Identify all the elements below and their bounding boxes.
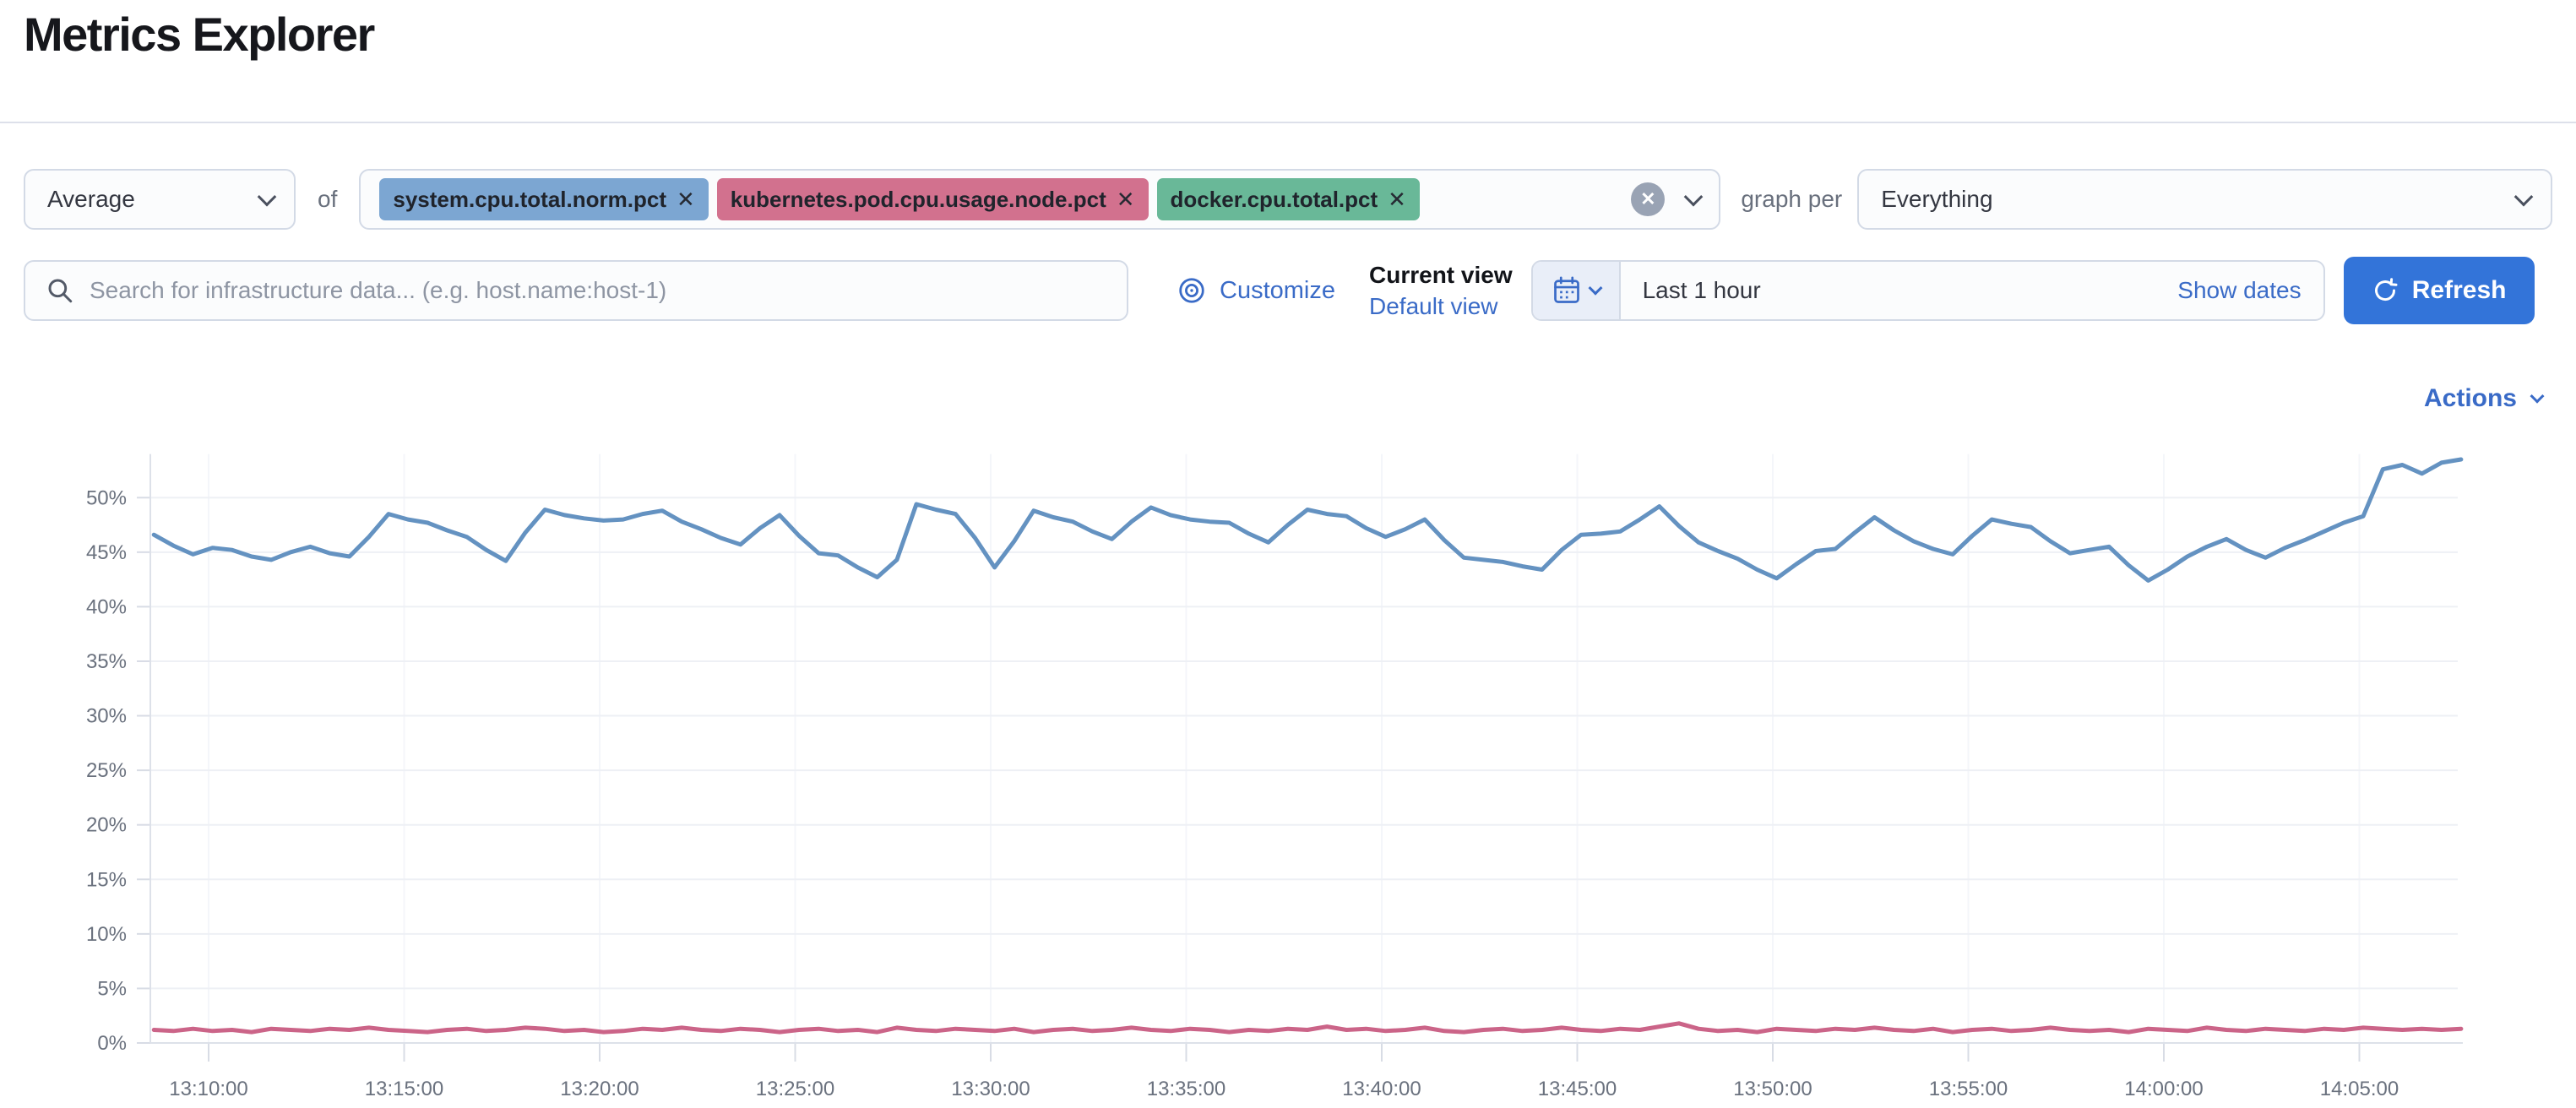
metric-tag-label: system.cpu.total.norm.pct	[393, 186, 666, 212]
view-name-link[interactable]: Default view	[1369, 293, 1498, 319]
metric-tag-label: kubernetes.pod.cpu.usage.node.pct	[730, 186, 1106, 212]
refresh-label: Refresh	[2411, 276, 2507, 304]
svg-text:10%: 10%	[86, 923, 127, 946]
of-label: of	[318, 186, 338, 212]
date-picker: Last 1 hour Show dates	[1530, 260, 2325, 321]
svg-text:13:10:00: 13:10:00	[169, 1078, 247, 1100]
svg-text:13:20:00: 13:20:00	[560, 1078, 639, 1100]
chevron-down-icon	[2530, 388, 2545, 404]
svg-text:25%: 25%	[86, 759, 127, 782]
refresh-button[interactable]: Refresh	[2343, 257, 2535, 324]
metric-tag-docker-cpu[interactable]: docker.cpu.total.pct ✕	[1156, 178, 1420, 220]
remove-metric-icon[interactable]: ✕	[676, 186, 695, 212]
svg-text:14:00:00: 14:00:00	[2124, 1078, 2203, 1100]
svg-text:30%: 30%	[86, 705, 127, 728]
query-controls-row: Customize Current view Default view	[24, 257, 2552, 324]
remove-metric-icon[interactable]: ✕	[1388, 186, 1406, 212]
actions-label: Actions	[2423, 384, 2517, 412]
customize-button[interactable]: Customize	[1177, 276, 1335, 305]
svg-text:15%: 15%	[86, 868, 127, 891]
chevron-down-icon	[1588, 280, 1603, 296]
clear-metrics-icon[interactable]: ✕	[1631, 182, 1666, 216]
metric-tag-system-cpu[interactable]: system.cpu.total.norm.pct ✕	[379, 178, 709, 220]
svg-text:13:30:00: 13:30:00	[951, 1078, 1030, 1100]
svg-text:13:15:00: 13:15:00	[365, 1078, 443, 1100]
metrics-combobox[interactable]: system.cpu.total.norm.pct ✕ kubernetes.p…	[359, 169, 1721, 230]
calendar-icon	[1552, 275, 1582, 306]
svg-text:14:05:00: 14:05:00	[2320, 1078, 2399, 1100]
svg-text:45%: 45%	[86, 541, 127, 564]
date-range-value: Last 1 hour	[1642, 277, 1761, 303]
current-view-block: Current view Default view	[1369, 259, 1513, 322]
current-view-label: Current view	[1369, 262, 1513, 288]
refresh-icon	[2372, 277, 2399, 304]
aggregation-value: Average	[47, 186, 135, 212]
customize-label: Customize	[1220, 276, 1335, 304]
svg-text:13:25:00: 13:25:00	[756, 1078, 834, 1100]
actions-menu-button[interactable]: Actions	[2423, 384, 2545, 413]
svg-text:40%: 40%	[86, 595, 127, 618]
header-divider	[0, 122, 2576, 123]
search-field[interactable]	[24, 260, 1128, 321]
search-input[interactable]	[90, 277, 1106, 304]
search-icon	[46, 276, 74, 305]
svg-text:13:40:00: 13:40:00	[1342, 1078, 1421, 1100]
metric-tag-kubernetes-pod-cpu[interactable]: kubernetes.pod.cpu.usage.node.pct ✕	[716, 178, 1149, 220]
svg-text:13:35:00: 13:35:00	[1147, 1078, 1226, 1100]
svg-text:13:45:00: 13:45:00	[1538, 1078, 1617, 1100]
show-dates-link[interactable]: Show dates	[2177, 277, 2302, 303]
svg-text:50%: 50%	[86, 486, 127, 509]
metric-tag-label: docker.cpu.total.pct	[1170, 186, 1378, 212]
metric-controls-row: Average of system.cpu.total.norm.pct ✕ k…	[24, 169, 2552, 230]
chevron-down-icon	[257, 187, 277, 207]
svg-text:0%: 0%	[97, 1032, 127, 1055]
customize-icon	[1177, 276, 1206, 305]
date-picker-quick-menu[interactable]	[1532, 262, 1621, 319]
svg-text:20%: 20%	[86, 814, 127, 837]
svg-text:5%: 5%	[97, 977, 127, 1000]
svg-text:35%: 35%	[86, 650, 127, 673]
page-title: Metrics Explorer	[24, 8, 375, 61]
date-range-display[interactable]: Last 1 hour Show dates	[1621, 277, 2323, 304]
chevron-down-icon	[1684, 187, 1704, 207]
graph-per-label: graph per	[1741, 186, 1843, 212]
graph-per-select[interactable]: Everything	[1857, 169, 2552, 230]
remove-metric-icon[interactable]: ✕	[1116, 186, 1135, 212]
graph-per-value: Everything	[1881, 186, 1993, 212]
svg-text:13:55:00: 13:55:00	[1929, 1078, 2008, 1100]
aggregation-select[interactable]: Average	[24, 169, 296, 230]
chevron-down-icon	[2514, 187, 2534, 207]
svg-text:13:50:00: 13:50:00	[1733, 1078, 1812, 1100]
